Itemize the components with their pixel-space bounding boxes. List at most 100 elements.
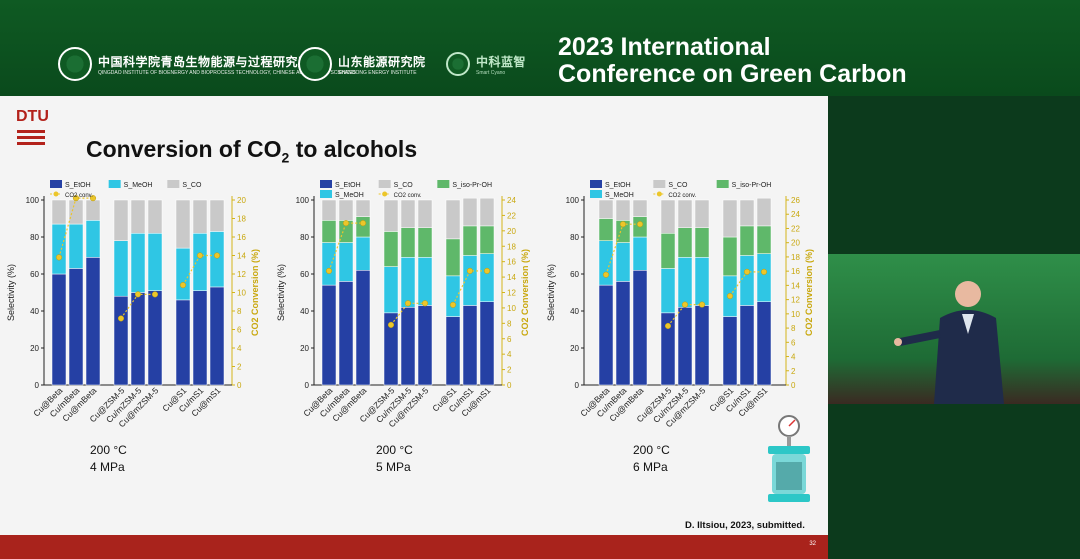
legend-swatch: [382, 191, 388, 197]
bar-segment: [400, 227, 416, 258]
y2-tick-label: 2: [507, 366, 512, 375]
conversion-point: [698, 301, 706, 308]
y-tick-label: 0: [305, 381, 310, 390]
bar-segment: [209, 286, 225, 386]
conversion-point: [179, 282, 187, 289]
bar-segment: [417, 227, 433, 258]
conversion-point: [760, 268, 768, 275]
legend-swatch: [167, 180, 180, 188]
conversion-line: [390, 302, 425, 326]
bar-segment: [445, 199, 461, 240]
y2-tick-label: 20: [237, 196, 246, 205]
bar-segment: [192, 233, 208, 291]
bar-segment: [85, 199, 101, 221]
bar-segment: [400, 199, 416, 228]
bar-segment: [677, 227, 693, 258]
citation-text: D. Iltsiou, 2023, submitted.: [685, 520, 805, 531]
chart-5mpa: 020406080100024681012141618202224Selecti…: [276, 180, 530, 429]
conversion-point: [619, 221, 627, 228]
y2-tick-label: 12: [507, 289, 516, 298]
chart-6mpa: 02040608010002468101214161820222426Selec…: [546, 180, 814, 429]
y2-tick-label: 10: [791, 310, 800, 319]
y-tick-label: 40: [300, 307, 309, 316]
y2-tick-label: 16: [791, 267, 800, 276]
bar-segment: [694, 199, 710, 228]
bar-segment: [756, 225, 772, 254]
bar-segment: [615, 281, 631, 386]
bar-segment: [417, 305, 433, 386]
temperature-label: 200 °C: [633, 443, 670, 457]
legend-label: S_CO: [394, 182, 414, 189]
y-tick-label: 60: [570, 270, 579, 279]
bar-segment: [660, 233, 676, 269]
bar-segment: [694, 257, 710, 306]
legend-label: S_EtOH: [335, 182, 361, 189]
bar-segment: [462, 255, 478, 306]
pressure-label: 6 MPa: [633, 460, 668, 474]
bar-segment: [694, 227, 710, 258]
qibebt-emblem-icon: [58, 47, 92, 81]
legend-swatch: [53, 191, 59, 197]
conversion-line: [328, 222, 363, 272]
y-axis-label: Selectivity (%): [6, 264, 16, 321]
bar-segment: [632, 270, 648, 386]
y2-tick-label: 0: [507, 381, 512, 390]
logo-sub: SHANDONG ENERGY INSTITUTE: [338, 69, 417, 76]
bar-segment: [175, 299, 191, 386]
bar-segment: [355, 216, 371, 238]
conversion-point: [359, 220, 367, 227]
conditions-5mpa: 200 °C 5 MPa: [376, 442, 413, 476]
bar-segment: [338, 281, 354, 386]
bar-segment: [338, 242, 354, 282]
legend-label: CO2 conv.: [65, 193, 93, 199]
y-tick-label: 20: [570, 344, 579, 353]
conference-title-line1: 2023 International: [558, 33, 771, 61]
presentation-slide: DTU Conversion of CO2 to alcohols 0 20 40 6…: [0, 96, 828, 535]
bar-segment: [113, 295, 129, 386]
y2-tick-label: 12: [791, 296, 800, 305]
conversion-point: [681, 301, 689, 308]
y2-tick-label: 2: [791, 367, 796, 376]
y-tick-label: 80: [300, 233, 309, 242]
legend-label: S_MeOH: [335, 192, 364, 199]
speaker-stage: [828, 254, 1080, 404]
legend-label: CO2 conv.: [668, 193, 696, 199]
conversion-point: [134, 291, 142, 298]
bar-segment: [722, 316, 738, 386]
y2-tick-label: 16: [507, 258, 516, 267]
bar-segment: [383, 266, 399, 314]
bar-segment: [355, 236, 371, 271]
conversion-line: [667, 303, 702, 327]
y2-tick-label: 8: [507, 319, 512, 328]
pressure-label: 4 MPa: [90, 460, 125, 474]
bar-segment: [479, 197, 495, 227]
y2-tick-label: 22: [507, 211, 516, 220]
smart-cyano-logo: 中科蓝智 Smart Cyano: [446, 46, 526, 82]
bar-segment: [479, 301, 495, 386]
y2-tick-label: 0: [237, 381, 242, 390]
qibebt-logo: 中国科学院青岛生物能源与过程研究所 QINGDAO INSTITUTE OF BI…: [58, 46, 356, 82]
conversion-line: [182, 254, 217, 286]
bar-segment: [677, 257, 693, 308]
speaker-video-panel: [828, 96, 1080, 559]
y2-tick-label: 18: [237, 215, 246, 224]
conversion-point: [726, 293, 734, 300]
y2-axis-label: CO2 Conversion (%): [520, 249, 530, 336]
legend-swatch: [50, 180, 62, 188]
conversion-point: [213, 252, 221, 259]
legend-label: S_iso-Pr-OH: [732, 182, 772, 189]
bar-segment: [147, 199, 163, 234]
bar-segment: [462, 305, 478, 386]
y2-tick-label: 20: [507, 227, 516, 236]
y2-tick-label: 18: [791, 253, 800, 262]
y2-tick-label: 26: [791, 196, 800, 205]
bar-segment: [68, 268, 84, 386]
y2-tick-label: 4: [237, 344, 242, 353]
legend-swatch: [378, 180, 391, 188]
conversion-point: [151, 291, 159, 298]
bar-segment: [175, 247, 191, 301]
y2-tick-label: 2: [237, 363, 242, 372]
y-tick-label: 0: [35, 381, 40, 390]
leaf-icon: [446, 52, 470, 76]
conversion-point: [55, 254, 63, 261]
